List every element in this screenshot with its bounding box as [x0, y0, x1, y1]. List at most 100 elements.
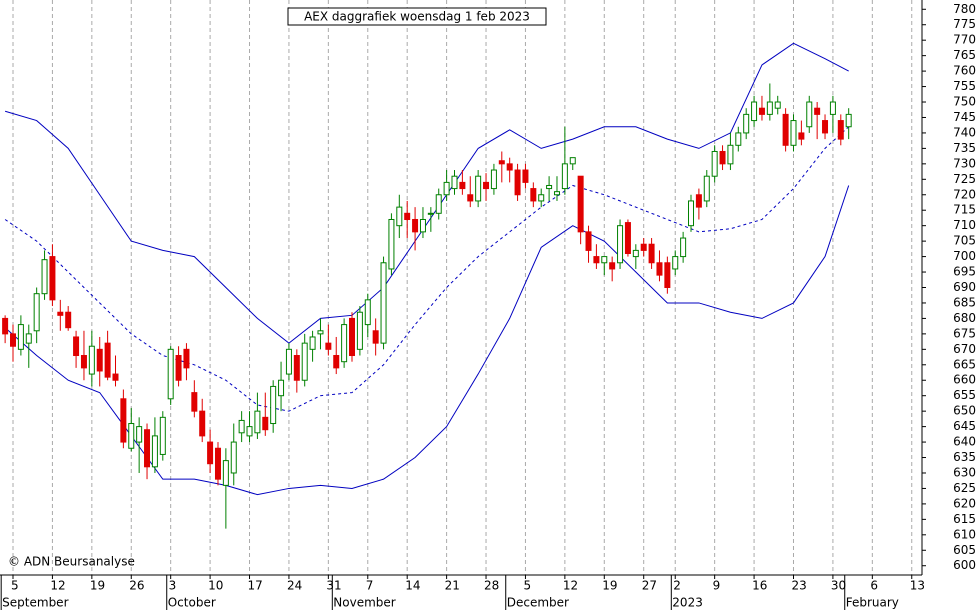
candle-body	[128, 423, 135, 449]
x-tick-label: 7	[366, 579, 374, 593]
candle-body	[65, 311, 72, 329]
y-tick-label: 670	[953, 342, 976, 356]
candle-body	[214, 447, 221, 480]
candle-body	[711, 150, 718, 177]
y-tick-label: 760	[953, 64, 976, 78]
candle-body	[459, 181, 466, 190]
candle-body	[88, 345, 95, 375]
candle-body	[490, 169, 497, 190]
candle-body	[822, 120, 829, 134]
y-tick-label: 645	[953, 419, 976, 433]
x-tick-label: 14	[405, 579, 420, 593]
candle-body	[207, 441, 214, 465]
candle-body	[632, 249, 639, 258]
candle-body	[640, 243, 647, 251]
candle-body	[593, 256, 600, 264]
candle-body	[364, 299, 371, 326]
candle-body	[837, 120, 844, 140]
candle-body	[782, 113, 789, 146]
x-tick-label: 2	[673, 579, 681, 593]
candle-body	[498, 160, 505, 165]
y-tick-label: 610	[953, 527, 976, 541]
candle-body	[112, 373, 119, 381]
x-tick-label: 19	[90, 579, 105, 593]
candle-body	[727, 144, 734, 165]
x-tick-label: 19	[602, 579, 617, 593]
y-tick-label: 605	[953, 543, 976, 557]
month-label: 2023	[672, 596, 703, 610]
candle-body	[293, 355, 300, 381]
x-tick-label: 21	[445, 579, 460, 593]
candle-body	[25, 333, 32, 344]
candle-body	[609, 262, 616, 270]
watermark: © ADN Beursanalyse	[8, 555, 135, 569]
y-tick-label: 725	[953, 172, 976, 186]
candle-body	[451, 175, 458, 190]
y-tick-label: 740	[953, 125, 976, 139]
y-tick-label: 720	[953, 187, 976, 201]
candle-body	[798, 132, 805, 140]
candle-body	[262, 416, 269, 431]
candle-body	[325, 342, 332, 350]
y-tick-label: 675	[953, 326, 976, 340]
candle-body	[766, 101, 773, 115]
candle-body	[664, 262, 671, 289]
y-tick-label: 700	[953, 249, 976, 263]
x-tick-label: 24	[287, 579, 302, 593]
candle-body	[522, 169, 529, 183]
candle-body	[120, 398, 127, 443]
candle-body	[758, 107, 765, 115]
x-tick-label: 9	[713, 579, 721, 593]
y-tick-label: 600	[953, 558, 976, 572]
month-label: October	[168, 596, 216, 610]
candle-body	[191, 392, 198, 412]
candle-body	[506, 163, 513, 171]
candle-body	[246, 426, 253, 437]
y-tick-label: 650	[953, 404, 976, 418]
x-tick-label: 27	[642, 579, 657, 593]
month-label: December	[507, 596, 569, 610]
candle-body	[49, 256, 56, 301]
y-tick-label: 630	[953, 465, 976, 479]
candle-body	[175, 355, 182, 381]
candle-body	[483, 181, 490, 190]
candle-body	[33, 293, 40, 332]
candle-body	[404, 212, 411, 220]
band-line	[4, 126, 850, 412]
candle-body	[80, 355, 87, 369]
y-tick-label: 705	[953, 234, 976, 248]
candle-body	[144, 429, 151, 468]
candle-body	[167, 348, 174, 400]
candle-body	[356, 311, 363, 350]
candle-body	[222, 460, 229, 486]
x-tick-label: 12	[563, 579, 578, 593]
x-tick-label: 23	[791, 579, 806, 593]
candle-body	[136, 426, 143, 443]
candle-body	[238, 419, 245, 434]
candle-body	[419, 218, 426, 233]
candle-body	[317, 330, 324, 335]
y-tick-label: 755	[953, 79, 976, 93]
y-tick-label: 770	[953, 33, 976, 47]
candle-body	[254, 410, 261, 434]
x-tick-label: 5	[11, 579, 19, 593]
candle-body	[688, 200, 695, 227]
candle-body	[443, 181, 450, 196]
x-tick-label: 5	[523, 579, 531, 593]
y-tick-label: 695	[953, 265, 976, 279]
candle-body	[774, 101, 781, 109]
candle-body	[309, 336, 316, 350]
y-tick-label: 780	[953, 2, 976, 16]
candle-body	[57, 311, 64, 316]
y-tick-label: 635	[953, 450, 976, 464]
y-tick-label: 730	[953, 156, 976, 170]
y-tick-label: 625	[953, 481, 976, 495]
x-tick-label: 16	[752, 579, 767, 593]
candle-body	[159, 416, 166, 455]
candle-body	[553, 191, 560, 196]
candle-body	[380, 262, 387, 344]
x-tick-label: 13	[910, 579, 925, 593]
candle-body	[73, 336, 80, 357]
